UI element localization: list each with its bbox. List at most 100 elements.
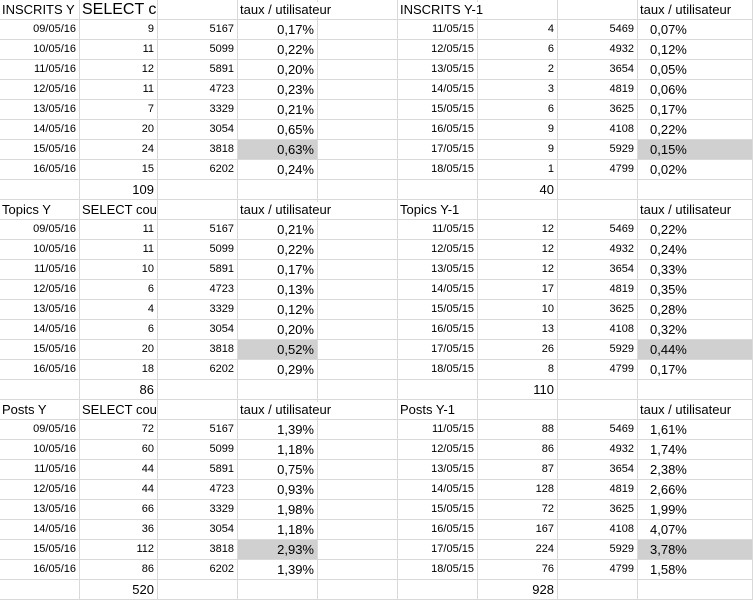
cell-text: 3 <box>547 83 554 95</box>
cell: 6 <box>80 320 158 340</box>
cell-text: 0,29% <box>277 362 314 377</box>
cell: 0,22% <box>638 220 753 240</box>
cell: 4108 <box>558 320 638 340</box>
cell-text: 4799 <box>609 563 634 575</box>
cell: 4723 <box>158 280 238 300</box>
cell <box>318 120 398 140</box>
cell: taux / utilisateur <box>238 400 334 420</box>
cell-text: 0,17% <box>277 22 314 37</box>
cell: 3625 <box>558 300 638 320</box>
cell: 1,18% <box>238 520 318 540</box>
cell-text: 4723 <box>209 483 234 495</box>
cell <box>638 380 753 400</box>
cell: 20 <box>80 340 158 360</box>
cell: 1,18% <box>238 440 318 460</box>
cell: 0,13% <box>238 280 318 300</box>
cell <box>558 380 638 400</box>
cell-text: 88 <box>541 423 554 435</box>
cell-text: 11/05/15 <box>431 23 474 35</box>
cell-text: 3625 <box>609 503 634 515</box>
cell: 0,21% <box>238 100 318 120</box>
cell <box>318 500 398 520</box>
cell: 3054 <box>158 320 238 340</box>
cell-text: Posts Y-1 <box>400 402 457 417</box>
cell: 2,93% <box>238 540 318 560</box>
cell-text: 110 <box>533 382 554 397</box>
cell-text: 13/05/15 <box>431 463 474 475</box>
cell: 5469 <box>558 20 638 40</box>
cell-text: 11/05/16 <box>33 263 76 275</box>
cell: taux / utilisateur <box>638 200 753 220</box>
cell-text: SELECT count <box>82 202 157 217</box>
cell: 928 <box>478 580 558 600</box>
cell-text: 10/05/16 <box>33 243 76 255</box>
cell-text: 5469 <box>609 423 634 435</box>
cell: 0,32% <box>638 320 753 340</box>
cell-text: 10 <box>541 303 554 315</box>
cell <box>158 580 238 600</box>
cell-text: 2 <box>547 63 554 75</box>
cell-text: Topics Y <box>2 202 53 217</box>
cell: Topics Y <box>0 200 80 220</box>
cell: 6 <box>478 100 558 120</box>
cell: 3054 <box>158 520 238 540</box>
cell <box>158 0 238 20</box>
cell <box>318 240 398 260</box>
cell-text: Posts Y <box>2 402 49 417</box>
cell: 4,07% <box>638 520 753 540</box>
cell <box>318 480 398 500</box>
cell <box>318 540 398 560</box>
cell <box>318 420 398 440</box>
cell: 44 <box>80 460 158 480</box>
cell-text: 12 <box>541 223 554 235</box>
cell-text: 1,98% <box>277 502 314 517</box>
cell-text: 167 <box>535 523 554 535</box>
cell <box>558 0 638 20</box>
cell-text: 5891 <box>209 463 234 475</box>
cell-text: 0,21% <box>277 222 314 237</box>
cell-text: 5099 <box>209 43 234 55</box>
cell <box>238 180 318 200</box>
cell-text: 11/05/15 <box>431 423 474 435</box>
cell-text: 4108 <box>609 523 634 535</box>
cell-text: 18/05/15 <box>431 563 474 575</box>
cell: 4819 <box>558 80 638 100</box>
cell: Posts Y-1 <box>398 400 478 420</box>
cell-text: Topics Y-1 <box>400 202 462 217</box>
cell: 86 <box>80 560 158 580</box>
cell-text: 0,02% <box>650 162 687 177</box>
cell-text: 12/05/16 <box>33 283 76 295</box>
cell: 0,21% <box>238 220 318 240</box>
cell: 3329 <box>158 300 238 320</box>
cell-text: 0,52% <box>277 342 314 357</box>
cell-text: 13/05/15 <box>431 63 474 75</box>
cell-text: 0,44% <box>650 342 687 357</box>
cell: 3818 <box>158 540 238 560</box>
cell-text: 0,12% <box>277 302 314 317</box>
cell: 12/05/16 <box>0 280 80 300</box>
cell: 16/05/16 <box>0 160 80 180</box>
cell: 2 <box>478 60 558 80</box>
cell: 11 <box>80 240 158 260</box>
cell: 0,63% <box>238 140 318 160</box>
cell: Topics Y-1 <box>398 200 478 220</box>
cell: 0,24% <box>238 160 318 180</box>
cell: 5469 <box>558 220 638 240</box>
cell: 60 <box>80 440 158 460</box>
cell: 0,33% <box>638 260 753 280</box>
cell: 0,07% <box>638 20 753 40</box>
cell <box>638 580 753 600</box>
cell <box>318 560 398 580</box>
cell: 1,99% <box>638 500 753 520</box>
cell: 16/05/16 <box>0 360 80 380</box>
cell-text: 0,20% <box>277 322 314 337</box>
cell: 76 <box>478 560 558 580</box>
cell-text: 6 <box>547 43 554 55</box>
cell-text: 0,17% <box>650 362 687 377</box>
cell: 1,39% <box>238 420 318 440</box>
cell: 9 <box>478 120 558 140</box>
cell: 0,17% <box>638 100 753 120</box>
cell-text: 0,63% <box>277 142 314 157</box>
cell-text: 5891 <box>209 263 234 275</box>
cell: 0,05% <box>638 60 753 80</box>
